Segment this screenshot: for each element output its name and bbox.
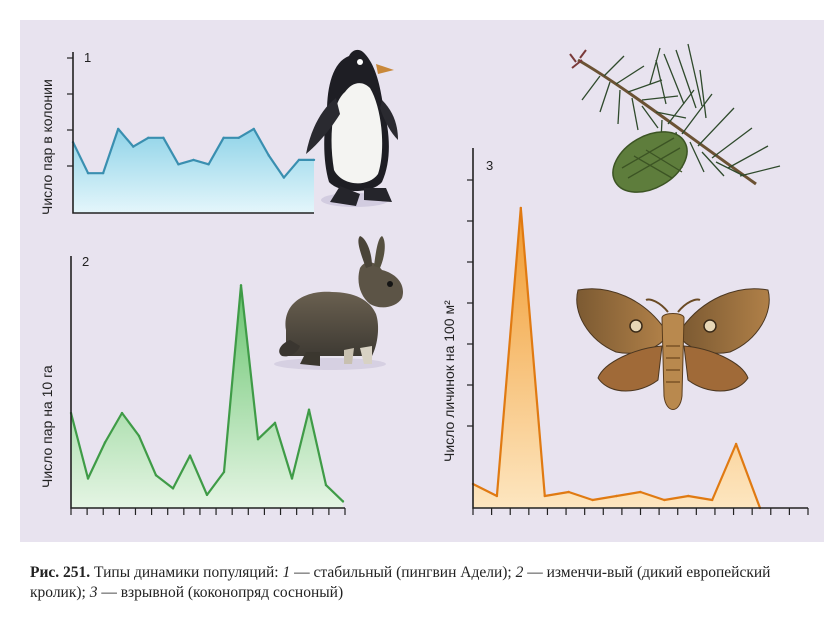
caption-part-1: Типы динамики популяций: xyxy=(90,564,283,581)
caption-part-4: — взрывной (коконопряд сосноный) xyxy=(97,584,344,601)
caption-num-3: 3 xyxy=(89,584,98,601)
chart-3-point-1 xyxy=(495,494,499,498)
chart-3-point-7 xyxy=(639,490,642,494)
chart-2-number: 2 xyxy=(82,254,89,269)
chart-1-point-6 xyxy=(162,136,165,139)
moth-illustration xyxy=(576,288,770,410)
caption-label: Рис. 251. xyxy=(30,564,91,581)
chart-2-point-4 xyxy=(137,434,141,438)
chart-1-point-8 xyxy=(192,158,195,162)
pine-branch-illustration xyxy=(569,43,781,193)
chart-3-point-10 xyxy=(710,498,714,502)
chart-1-y-ticks xyxy=(67,57,73,167)
chart-2-point-15 xyxy=(324,483,328,487)
chart-2-point-6 xyxy=(171,487,175,490)
chart-3-point-6 xyxy=(615,494,618,498)
chart-1-point-7 xyxy=(177,163,180,166)
chart-2-point-5 xyxy=(154,474,158,477)
rabbit-illustration xyxy=(274,236,404,370)
chart-2-point-14 xyxy=(307,408,311,411)
chart-3-point-9 xyxy=(687,494,690,498)
chart-1-point-1 xyxy=(86,171,90,175)
chart-2-x-ticks xyxy=(70,508,346,515)
chart-3-point-8 xyxy=(663,498,666,502)
caption-part-3: — изменчи-вый (дикий европейский кролик)… xyxy=(30,564,771,601)
chart-2-point-9 xyxy=(222,470,226,474)
chart-3-point-3 xyxy=(543,494,546,498)
chart-1-point-3 xyxy=(116,127,120,131)
chart-2-point-3 xyxy=(120,411,124,415)
penguin-illustration xyxy=(306,49,398,207)
chart-2-point-8 xyxy=(205,493,209,497)
chart-1-point-2 xyxy=(101,171,105,175)
chart-1-point-4 xyxy=(132,145,135,148)
chart-2-point-7 xyxy=(188,454,192,457)
chart-3-y-ticks xyxy=(467,179,473,427)
chart-1: 1 Число пар в колонии xyxy=(39,50,316,215)
chart-2-point-10 xyxy=(239,284,243,287)
chart-2-point-11 xyxy=(256,438,260,441)
chart-2-ylabel: Число пар на 10 га xyxy=(39,365,55,488)
chart-3-number: 3 xyxy=(486,158,493,173)
chart-1-point-10 xyxy=(222,136,225,139)
series-area-2 xyxy=(71,285,343,508)
chart-2-point-16 xyxy=(341,500,345,503)
figure-background xyxy=(20,20,824,542)
chart-3-x-ticks xyxy=(472,508,809,515)
chart-2-point-1 xyxy=(86,477,90,480)
chart-3-point-2 xyxy=(519,206,523,210)
caption-num-2: 2 xyxy=(515,564,524,581)
chart-1-point-11 xyxy=(237,136,240,139)
caption-num-1: 1 xyxy=(282,564,291,581)
chart-1-ylabel: Число пар в колонии xyxy=(39,79,55,215)
chart-1-axes xyxy=(72,52,314,214)
chart-2: 2 Число пар на 10 га xyxy=(39,254,346,515)
chart-3-point-11 xyxy=(734,442,738,446)
chart-3: 3 Число личинок на 100 м² xyxy=(441,148,809,515)
chart-3-point-5 xyxy=(591,498,594,502)
chart-1-point-14 xyxy=(282,176,286,179)
chart-2-point-12 xyxy=(273,421,277,425)
chart-3-ylabel: Число личинок на 100 м² xyxy=(441,300,457,462)
caption-part-2: — стабильный (пингвин Адели); xyxy=(290,564,516,581)
chart-1-point-15 xyxy=(297,158,301,162)
series-area-3 xyxy=(473,208,760,508)
series-area-1 xyxy=(73,128,314,213)
chart-1-point-9 xyxy=(207,163,210,166)
figure-caption: Рис. 251. Типы динамики популяций: 1 — с… xyxy=(30,563,820,603)
chart-1-number: 1 xyxy=(84,50,91,65)
chart-1-point-5 xyxy=(147,136,150,139)
chart-1-point-16 xyxy=(312,158,316,162)
chart-1-point-13 xyxy=(267,154,271,157)
chart-2-point-2 xyxy=(103,441,107,444)
chart-1-point-12 xyxy=(252,127,255,131)
chart-3-point-4 xyxy=(567,490,570,494)
chart-2-point-13 xyxy=(290,477,294,480)
